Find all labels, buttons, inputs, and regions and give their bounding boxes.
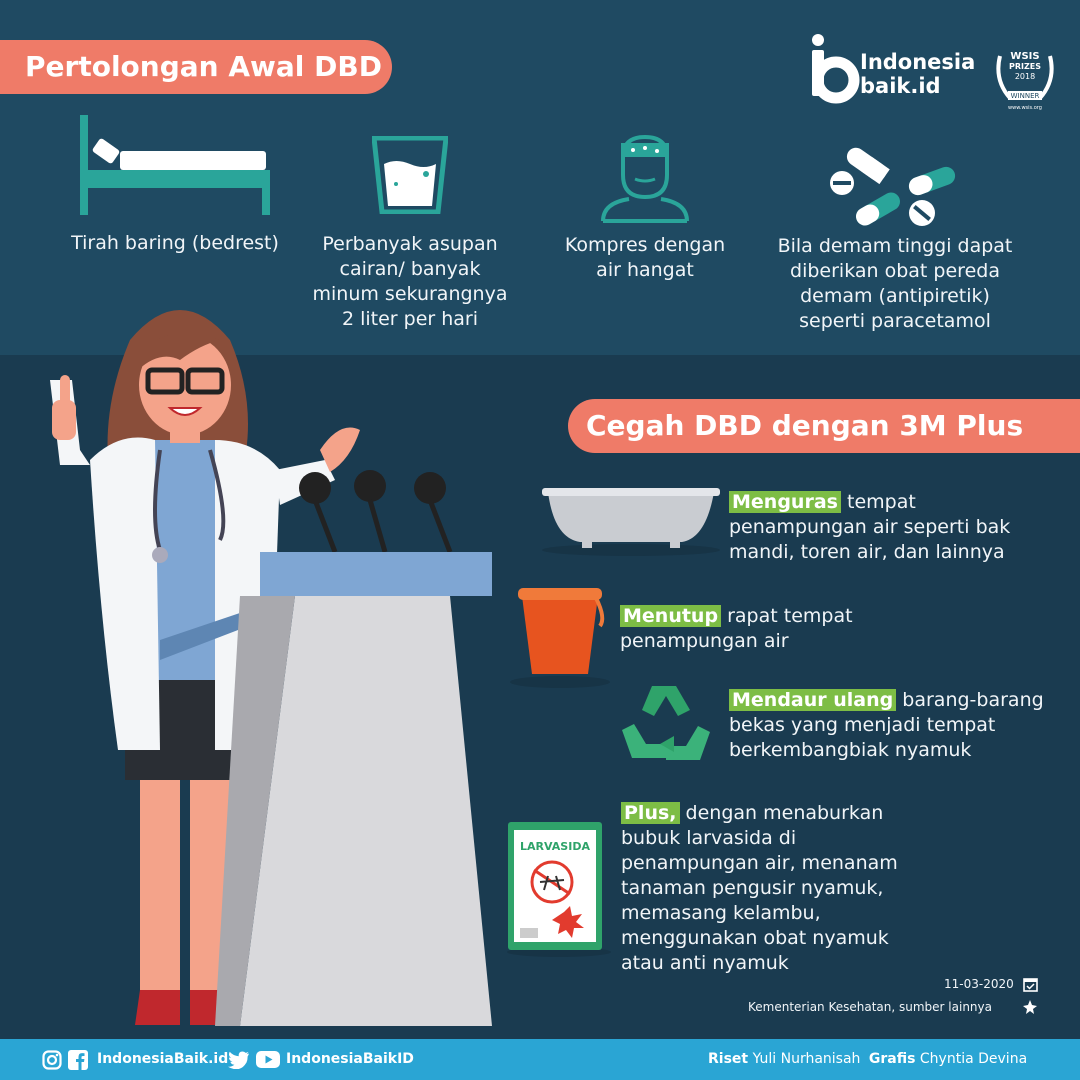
- svg-text:2018: 2018: [1015, 72, 1035, 81]
- water-glass-icon: [372, 136, 448, 214]
- step-text: rapat tempat penampungan air: [620, 605, 853, 652]
- page-title: Pertolongan Awal DBD: [0, 40, 392, 94]
- stethoscope-chest-piece: [152, 547, 168, 563]
- publish-date: 11-03-2020: [944, 977, 1014, 991]
- left-shoe: [135, 990, 180, 1025]
- svg-text:www.wsis.org: www.wsis.org: [1008, 105, 1042, 111]
- prevention-title: Cegah DBD dengan 3M Plus: [568, 399, 1080, 453]
- step-text: tempat penampungan air seperti bak mandi…: [729, 491, 1011, 563]
- footer-bar: IndonesiaBaik.id IndonesiaBaikID Riset Y…: [0, 1039, 1080, 1080]
- doctor-at-podium-illustration: [50, 310, 492, 1026]
- pills-icon: [830, 147, 956, 226]
- first-aid-item-bedrest: Tirah baring (bedrest): [60, 115, 290, 256]
- credits: Riset Yuli Nurhanisah Grafis Chyntia Dev…: [708, 1051, 1028, 1067]
- svg-text:WSIS: WSIS: [1010, 51, 1039, 62]
- youtube-icon[interactable]: [256, 1051, 280, 1068]
- pin-icon: [1023, 1000, 1037, 1014]
- social-handle[interactable]: IndonesiaBaikID: [286, 1051, 414, 1067]
- bed-icon: [80, 115, 270, 215]
- brand-name: Indonesia baik.id: [860, 50, 976, 98]
- step-mendaur-ulang: Mendaur ulang barang-barang bekas yang m…: [729, 688, 1044, 763]
- microphone-center: [354, 470, 386, 502]
- calendar-icon: [1023, 978, 1038, 992]
- microphone-left: [299, 472, 331, 504]
- microphone-right: [414, 472, 446, 504]
- step-plus: Plus, dengan menaburkan bubuk larvasida …: [621, 801, 898, 976]
- bathtub-icon: [542, 488, 720, 556]
- podium-top: [260, 552, 492, 596]
- wsis-prize-badge-icon: WSIS PRIZES 2018 WINNER www.wsis.org: [996, 48, 1054, 111]
- svg-text:WINNER: WINNER: [1011, 92, 1040, 100]
- first-aid-item-compress: Kompres dengan air hangat: [545, 135, 745, 283]
- instagram-icon[interactable]: [42, 1050, 62, 1070]
- first-aid-item-medicine: Bila demam tinggi dapat diberikan obat p…: [765, 143, 1025, 334]
- twitter-icon[interactable]: [228, 1051, 250, 1069]
- svg-text:PRIZES: PRIZES: [1009, 62, 1041, 71]
- step-menguras: Menguras tempat penampungan air seperti …: [729, 490, 1010, 565]
- step-text: barang-barang bekas yang menjadi tempat …: [729, 689, 1044, 761]
- larvicide-pack-icon: LARVASIDA: [507, 822, 611, 957]
- larvicide-label: LARVASIDA: [520, 840, 590, 853]
- indonesia-baik-logo-icon: [812, 34, 860, 104]
- step-text: dengan menaburkan bubuk larvasida di pen…: [621, 802, 898, 974]
- step-menutup: Menutup rapat tempat penampungan air: [620, 604, 853, 654]
- first-aid-item-fluids: Perbanyak asupan cairan/ banyak minum se…: [300, 136, 520, 332]
- source-note: Kementerian Kesehatan, sumber lainnya: [748, 1000, 992, 1014]
- step-highlight: Plus,: [621, 802, 680, 824]
- step-highlight: Mendaur ulang: [729, 689, 897, 711]
- facebook-icon[interactable]: [68, 1050, 88, 1070]
- compress-head-icon: [601, 135, 689, 223]
- brand-logo: Indonesia baik.id: [808, 32, 986, 104]
- website-handle[interactable]: IndonesiaBaik.id: [97, 1051, 229, 1067]
- recycle-icon: [622, 686, 710, 760]
- step-highlight: Menguras: [729, 491, 841, 513]
- bucket-icon: [510, 588, 610, 688]
- podium-body: [240, 596, 492, 1026]
- step-highlight: Menutup: [620, 605, 722, 627]
